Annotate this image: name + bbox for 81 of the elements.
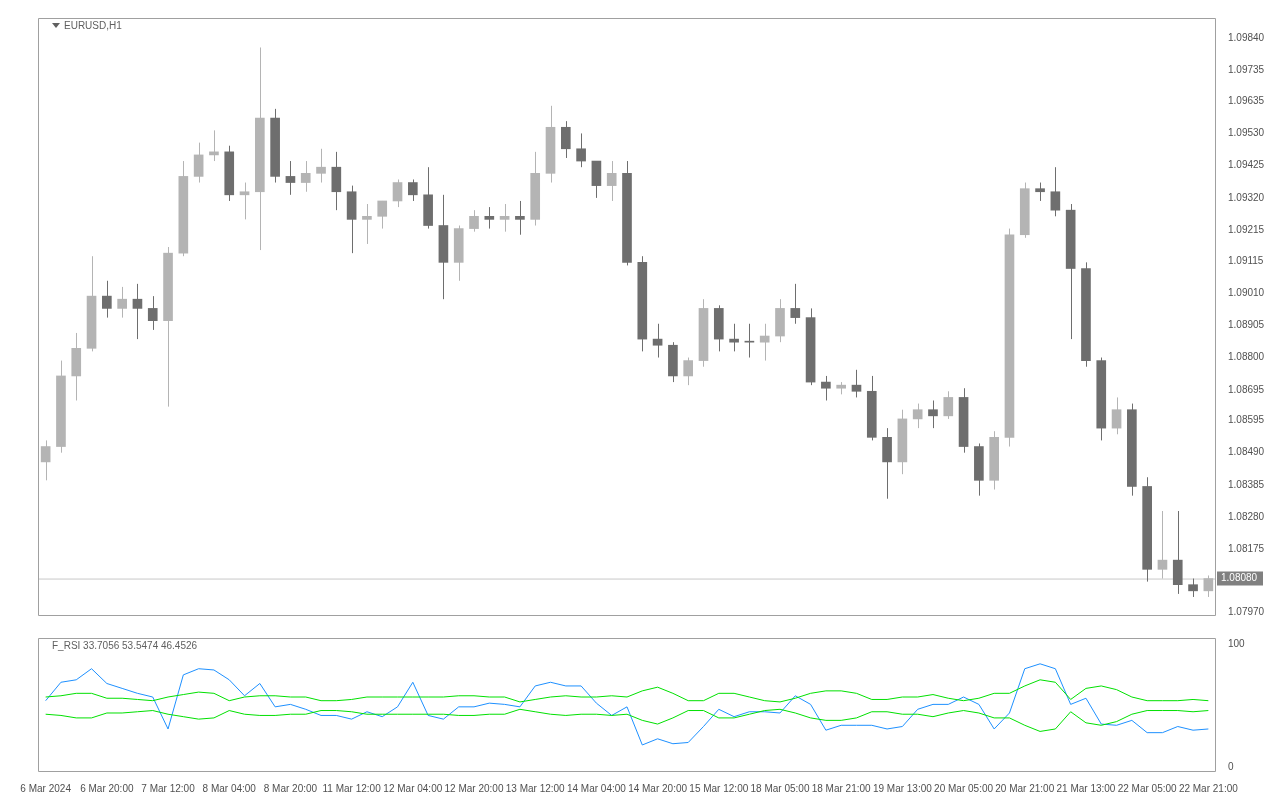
candlestick	[606, 160, 617, 202]
x-tick-label: 19 Mar 13:00	[872, 782, 933, 794]
candlestick	[316, 148, 326, 184]
candlestick	[790, 283, 801, 325]
x-tick-label: 7 Mar 12:00	[141, 782, 196, 794]
candlestick	[117, 286, 127, 319]
candlestick	[576, 132, 586, 168]
candlestick	[1188, 578, 1198, 598]
y-tick-label: 1.08385	[1228, 478, 1265, 490]
y-tick-label: 1.08695	[1228, 383, 1265, 395]
y-tick-label: 1.08490	[1228, 446, 1265, 458]
candlestick	[683, 357, 694, 386]
candlestick	[239, 182, 250, 220]
y-tick-label: 1.09530	[1228, 127, 1265, 139]
x-tick-label: 14 Mar 04:00	[566, 782, 627, 794]
y-tick-label: 1.08905	[1228, 319, 1265, 331]
candlestick	[499, 203, 510, 233]
candlestick	[407, 178, 418, 202]
chart-title: EURUSD,H1	[64, 20, 122, 31]
y-tick-label: 1.08280	[1228, 510, 1265, 522]
candlestick	[851, 369, 862, 398]
candlestick	[821, 375, 831, 401]
y-tick-label: 1.08595	[1228, 414, 1265, 426]
x-tick-label: 12 Mar 20:00	[444, 782, 504, 794]
y-tick-label: 1.09320	[1228, 191, 1265, 203]
y-tick-label: 1.08800	[1228, 351, 1265, 363]
ref-line-label: 1.08080	[1221, 572, 1258, 584]
x-tick-label: 13 Mar 12:00	[505, 782, 566, 794]
x-tick-label: 6 Mar 2024	[20, 782, 72, 794]
y-tick-label: 0	[1228, 760, 1234, 772]
candlestick	[1111, 396, 1122, 435]
candlestick	[362, 203, 372, 245]
candlestick	[928, 400, 938, 429]
x-tick-label: 8 Mar 20:00	[263, 782, 318, 794]
y-tick-label: 1.09215	[1228, 223, 1265, 235]
candlestick	[759, 323, 770, 362]
x-tick-label: 20 Mar 21:00	[995, 782, 1055, 794]
y-tick-label: 1.09115	[1228, 254, 1264, 266]
x-tick-label: 12 Mar 04:00	[383, 782, 443, 794]
candlestick	[484, 206, 495, 230]
y-tick-label: 1.09425	[1228, 159, 1265, 171]
x-tick-label: 20 Mar 05:00	[934, 782, 994, 794]
x-tick-label: 8 Mar 04:00	[202, 782, 257, 794]
y-tick-label: 1.09010	[1228, 286, 1265, 298]
x-tick-label: 11 Mar 12:00	[322, 782, 382, 794]
candlestick	[943, 390, 954, 420]
x-tick-label: 18 Mar 21:00	[811, 782, 872, 794]
candlestick	[102, 280, 112, 319]
candlestick	[1157, 510, 1168, 580]
x-tick-label: 22 Mar 05:00	[1117, 782, 1178, 794]
candlestick	[1035, 182, 1045, 202]
candlestick	[729, 323, 739, 352]
x-tick-label: 15 Mar 12:00	[689, 782, 749, 794]
y-tick-label: 100	[1228, 637, 1246, 649]
candlestick	[560, 120, 571, 159]
x-tick-label: 22 Mar 21:00	[1178, 782, 1239, 794]
y-tick-label: 1.09735	[1228, 64, 1265, 76]
candlestick	[1050, 166, 1061, 217]
candlestick	[515, 200, 525, 236]
candlestick	[193, 142, 204, 184]
candlestick	[132, 283, 143, 340]
candlestick	[285, 160, 296, 196]
y-tick-label: 1.07970	[1228, 606, 1265, 618]
chart-title: F_RSI 33.7056 53.5474 46.4526	[52, 640, 198, 651]
candlestick	[392, 178, 403, 208]
y-tick-label: 1.09840	[1228, 32, 1265, 44]
y-tick-label: 1.08175	[1228, 543, 1265, 555]
candlestick	[40, 439, 51, 481]
candlestick	[744, 323, 755, 359]
candlestick	[377, 200, 388, 230]
x-tick-label: 18 Mar 05:00	[750, 782, 810, 794]
candlestick	[912, 403, 923, 429]
candlestick	[147, 295, 158, 331]
candlestick	[300, 160, 311, 193]
x-tick-label: 14 Mar 20:00	[628, 782, 688, 794]
y-tick-label: 1.09635	[1228, 94, 1265, 106]
candlestick	[1203, 574, 1214, 598]
x-tick-label: 21 Mar 13:00	[1056, 782, 1116, 794]
candlestick	[469, 209, 479, 233]
x-tick-label: 6 Mar 20:00	[80, 782, 134, 794]
candlestick	[652, 323, 663, 359]
